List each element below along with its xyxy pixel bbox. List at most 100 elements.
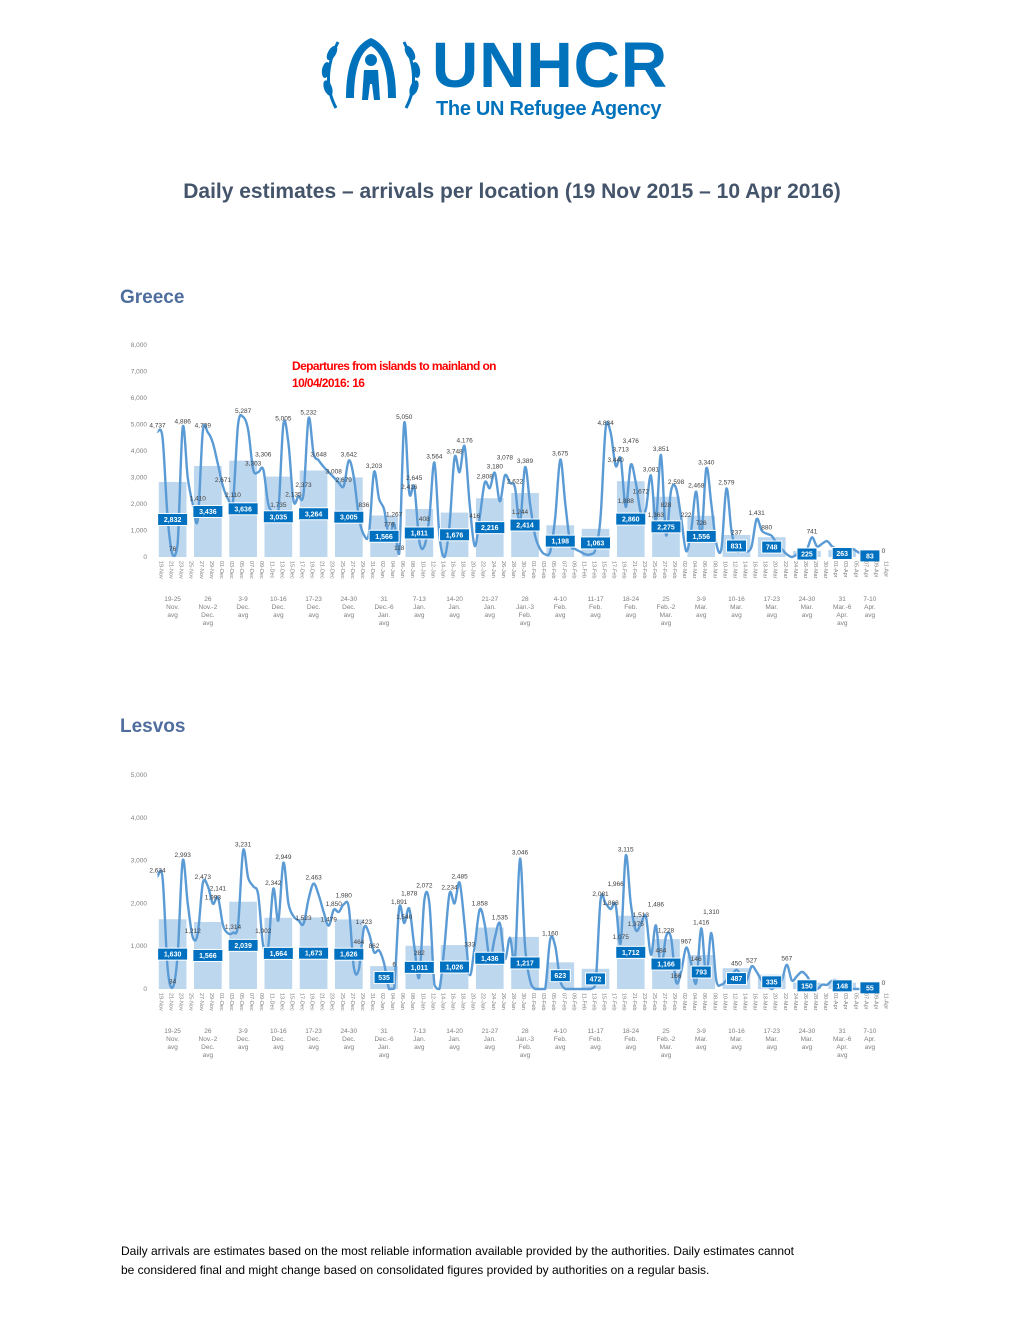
daily-data-label: 1,314 [225, 924, 242, 931]
daily-data-label: 836 [359, 502, 370, 509]
x-tick-label: 09-Apr [872, 993, 878, 1010]
x-tick-label: 20-Mar [772, 561, 778, 579]
daily-data-label: 2,463 [305, 875, 322, 882]
daily-data-label: 1,858 [472, 900, 489, 907]
daily-data-label: 776 [384, 521, 395, 528]
weekly-avg-label-box [615, 945, 647, 959]
weekly-avg-label: 1,166 [657, 962, 675, 969]
weekly-avg-label: 535 [378, 975, 390, 982]
x-tick-label: 01-Apr [832, 993, 838, 1010]
daily-data-label: 484 [656, 947, 667, 954]
week-label: 28 Jan.-3 Feb. avg [516, 596, 534, 627]
weekly-avg-label: 1,063 [587, 540, 605, 547]
x-tick-label: 29-Feb [671, 561, 677, 578]
x-tick-label: 23-Dec [329, 993, 335, 1011]
weekly-avg-label: 1,673 [305, 951, 323, 958]
x-tick-label: 28-Jan [510, 561, 516, 578]
daily-data-label: 146 [691, 956, 702, 963]
daily-data-label: 2,671 [215, 477, 232, 484]
weekly-avg-label-box [333, 947, 365, 961]
daily-data-label: 5,005 [275, 415, 292, 422]
week-label: 24-30 Mar. avg [799, 1028, 816, 1051]
x-tick-label: 13-Feb [590, 561, 596, 578]
daily-data-label: 3,713 [613, 447, 630, 454]
weekly-avg-label: 2,039 [234, 943, 252, 950]
x-tick-label: 16-Jan [450, 993, 456, 1010]
daily-data-label: 2,234 [441, 884, 458, 891]
daily-data-label: 6 [392, 962, 396, 969]
y-tick-label: 4,000 [131, 815, 148, 822]
daily-data-label: 450 [731, 961, 742, 968]
daily-data-label: 2,993 [175, 852, 192, 859]
weekly-avg-label: 831 [731, 543, 743, 550]
week-label: 3-9 Mar. avg [695, 1028, 708, 1051]
x-tick-label: 17-Dec [298, 993, 304, 1011]
y-tick-label: 2,000 [131, 501, 148, 508]
x-tick-label: 14-Jan [439, 993, 445, 1010]
x-tick-label: 09-Dec [258, 993, 264, 1011]
daily-data-label: 4,834 [597, 420, 614, 427]
x-tick-label: 26-Mar [802, 561, 808, 579]
x-tick-label: 14-Jan [439, 561, 445, 578]
week-label: 4-10 Feb. avg [554, 1028, 567, 1051]
daily-data-label: 222 [681, 512, 692, 519]
x-tick-label: 10-Jan [419, 993, 425, 1010]
x-tick-label: 12-Jan [429, 561, 435, 578]
daily-data-label: 34 [169, 979, 177, 986]
x-tick-label: 20-Jan [470, 561, 476, 578]
daily-data-label: 2,468 [688, 483, 705, 490]
x-tick-label: 02-Mar [681, 561, 687, 579]
week-label: 10-16 Dec. avg [270, 596, 287, 619]
x-tick-label: 07-Dec [248, 993, 254, 1011]
x-tick-label: 01-Dec [218, 993, 224, 1011]
week-label: 10-16 Mar. avg [728, 1028, 745, 1051]
daily-data-label: 3,340 [698, 459, 715, 466]
x-tick-label: 23-Feb [641, 561, 647, 578]
weekly-avg-label-box [439, 960, 471, 974]
daily-data-label: 1,878 [401, 891, 418, 898]
x-tick-label: 27-Dec [349, 993, 355, 1011]
annotation-line-2: 10/04/2016: 16 [292, 376, 365, 390]
weekly-avg-label: 148 [836, 983, 848, 990]
x-tick-label: 17-Feb [611, 993, 617, 1010]
x-tick-label: 19-Nov [158, 993, 164, 1011]
daily-data-label: 3,203 [366, 463, 383, 470]
weekly-avg-label-box [368, 529, 400, 543]
daily-data-label: 967 [681, 939, 692, 946]
weekly-avg-label-box [725, 972, 747, 986]
daily-data-label: 2,679 [336, 477, 353, 484]
x-tick-label: 28-Jan [510, 993, 516, 1010]
x-tick-label: 22-Mar [782, 561, 788, 579]
daily-data-label: 1,431 [748, 510, 765, 517]
x-tick-label: 18-Jan [460, 561, 466, 578]
weekly-avg-label: 1,712 [622, 950, 640, 957]
weekly-avg-label-box [585, 972, 607, 986]
daily-data-label: 1,416 [693, 919, 710, 926]
x-tick-label: 08-Jan [409, 993, 415, 1010]
daily-data-label: 2,634 [149, 867, 166, 874]
weekly-avg-label-box [761, 975, 783, 989]
daily-data-label: 2,072 [416, 882, 433, 889]
daily-data-label: 4,886 [175, 419, 192, 426]
week-label: 18-24 Feb. avg [622, 596, 639, 619]
x-tick-label: 12-Mar [731, 993, 737, 1011]
daily-data-label: 3,306 [255, 451, 272, 458]
x-tick-label: 15-Dec [288, 993, 294, 1011]
x-tick-label: 05-Feb [550, 993, 556, 1010]
daily-data-label: 1,535 [492, 914, 509, 921]
week-label: 7-10 Apr. avg [863, 596, 876, 619]
daily-data-label: 567 [781, 956, 792, 963]
daily-data-label: 3,115 [618, 847, 634, 854]
annotation-line-1: Departures from islands to mainland on [292, 359, 496, 373]
daily-data-label: 416 [469, 513, 480, 520]
daily-data-label: 1,513 [633, 912, 650, 919]
x-tick-label: 31-Dec [369, 561, 375, 579]
weekly-avg-label-box [262, 946, 294, 960]
unhcr-logo-emblem [321, 38, 421, 109]
x-tick-label: 03-Apr [842, 993, 848, 1010]
daily-data-label: 1,160 [542, 930, 559, 937]
x-tick-label: 29-Feb [671, 993, 677, 1010]
daily-data-label: 3,476 [623, 438, 640, 445]
daily-data-label: 2,342 [265, 880, 282, 887]
weekly-avg-label: 3,636 [234, 506, 252, 513]
